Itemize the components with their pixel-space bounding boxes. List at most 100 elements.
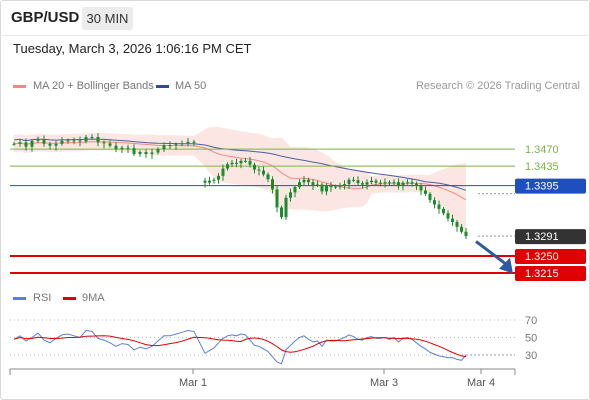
ma20-legend-swatch — [13, 85, 26, 88]
candle-body — [302, 179, 306, 183]
candle-body — [266, 174, 270, 180]
forecast-arrow-head — [499, 257, 513, 274]
ma9-legend-label: 9MA — [82, 292, 105, 304]
ma50-legend-swatch — [156, 85, 169, 88]
level-tag-1.3250 — [515, 249, 586, 264]
research-credit: Research © 2026 Trading Central — [415, 80, 580, 92]
candle-body — [307, 179, 310, 183]
level-label-1.3250: 1.3250 — [525, 251, 559, 263]
level-label-1.3470: 1.3470 — [525, 144, 559, 156]
ma50-line — [13, 138, 467, 191]
ma9-legend-swatch — [63, 297, 76, 300]
candle-body — [60, 140, 64, 144]
candle-body — [230, 162, 234, 165]
candle-body — [388, 182, 391, 184]
timeframe-button[interactable]: 30 MIN — [82, 7, 133, 30]
candle-body — [361, 183, 364, 185]
candle-body — [90, 137, 94, 138]
candle-body — [311, 182, 315, 186]
candle-body — [72, 140, 76, 142]
candle-body — [24, 142, 28, 147]
candle-body — [253, 164, 256, 170]
candle-body — [451, 218, 454, 222]
candle-body — [12, 143, 16, 145]
time-tick-label: Mar 4 — [467, 377, 495, 389]
candle-body — [42, 139, 46, 144]
level-tag-1.3395 — [515, 178, 586, 194]
level-label-1.3435: 1.3435 — [525, 161, 559, 173]
candle-body — [257, 169, 261, 171]
candle-body — [36, 139, 40, 141]
candle-body — [406, 182, 409, 184]
candle-body — [280, 207, 283, 218]
candle-body — [235, 162, 238, 164]
candle-body — [208, 180, 211, 183]
candle-body — [150, 152, 154, 154]
rsi-tick-30: 30 — [525, 350, 537, 362]
candle-body — [334, 186, 337, 188]
candle-body — [316, 184, 319, 186]
candle-body — [138, 152, 142, 154]
candle-body — [365, 182, 369, 185]
candle-body — [383, 182, 387, 184]
forecast-arrow-shaft — [475, 240, 509, 267]
candle-body — [446, 213, 450, 219]
candle-body — [320, 184, 324, 192]
candle-body — [144, 152, 148, 154]
candle-body — [162, 145, 166, 150]
candle-body — [401, 182, 405, 186]
candle-body — [48, 143, 52, 146]
candle-body — [397, 182, 400, 186]
rsi-line — [13, 329, 467, 365]
candle-body — [192, 141, 196, 143]
candle-body — [180, 143, 184, 145]
rsi-tick-70: 70 — [525, 315, 537, 327]
level-label-1.3395: 1.3395 — [525, 181, 559, 193]
candle-body — [275, 189, 279, 208]
candle-body — [30, 140, 34, 147]
candle-body — [114, 145, 118, 150]
candle-body — [352, 179, 355, 181]
candle-body — [78, 140, 82, 142]
candle-body — [374, 180, 378, 183]
bollinger-bands-area — [14, 126, 466, 237]
candle-body — [54, 143, 58, 146]
candle-body — [428, 193, 432, 201]
candle-body — [84, 137, 88, 142]
candle-body — [271, 179, 274, 190]
pair-title: GBP/USD — [11, 9, 80, 26]
candle-body — [248, 160, 252, 165]
candle-body — [168, 145, 172, 147]
candle-body — [455, 222, 459, 227]
candle-body — [126, 147, 130, 149]
rsi-ma9-line — [13, 335, 467, 358]
candle-body — [338, 185, 342, 187]
candle-body — [415, 183, 418, 187]
candle-body — [356, 180, 360, 184]
candle-body — [203, 180, 207, 183]
rsi-legend-label: RSI — [33, 292, 52, 304]
candle-body — [284, 197, 288, 218]
candle-body — [212, 179, 216, 181]
candle-body — [379, 182, 382, 184]
candle-body — [132, 148, 136, 154]
candle-body — [156, 149, 160, 153]
candle-body — [460, 226, 463, 232]
candle-body — [221, 168, 225, 176]
time-tick-label: Mar 1 — [179, 377, 207, 389]
last-price-label: 1.3291 — [525, 231, 559, 243]
candle-body — [18, 142, 22, 144]
rsi-legend-swatch — [13, 297, 26, 300]
candle-body — [108, 143, 112, 146]
ma20-legend-label: MA 20 + Bollinger Bands — [33, 80, 154, 92]
candle-body — [102, 142, 106, 144]
candle-body — [437, 204, 441, 209]
candle-body — [419, 186, 423, 191]
candle-body — [392, 182, 396, 184]
candle-body — [298, 182, 301, 188]
candle-body — [464, 231, 468, 237]
candle-body — [347, 179, 351, 185]
candle-body — [66, 140, 70, 142]
last-price-tag — [515, 229, 586, 245]
